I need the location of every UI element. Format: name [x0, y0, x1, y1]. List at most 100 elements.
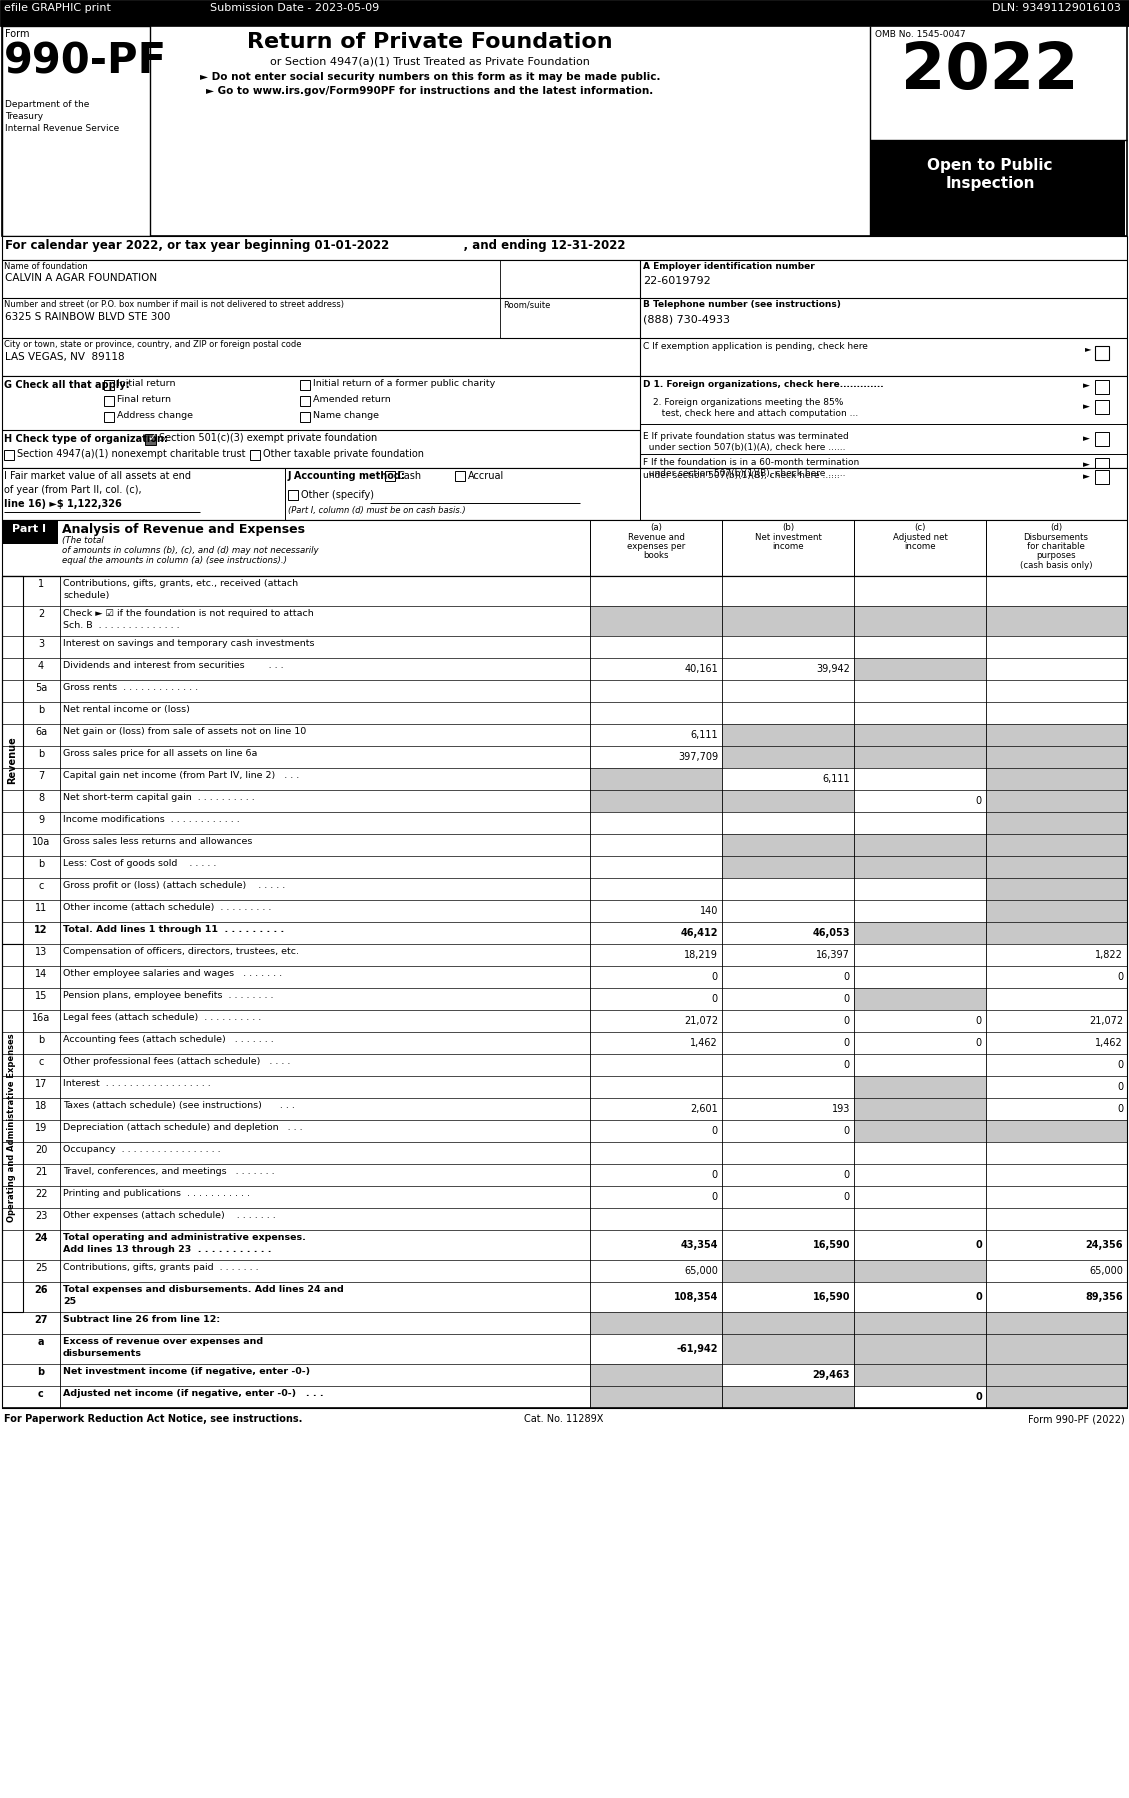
Bar	[854, 966, 986, 987]
Bar	[60, 1313, 590, 1334]
Text: Compensation of officers, directors, trustees, etc.: Compensation of officers, directors, tru…	[63, 948, 299, 957]
Text: Interest  . . . . . . . . . . . . . . . . . .: Interest . . . . . . . . . . . . . . . .…	[63, 1079, 211, 1088]
Bar	[986, 877, 1127, 901]
Bar	[60, 768, 590, 789]
Text: Total operating and administrative expenses.: Total operating and administrative expen…	[63, 1233, 306, 1242]
Text: 7: 7	[38, 771, 44, 780]
Bar	[723, 1010, 854, 1032]
Text: disbursements: disbursements	[63, 1348, 142, 1357]
Text: Internal Revenue Service: Internal Revenue Service	[5, 124, 120, 133]
Text: -61,942: -61,942	[676, 1343, 718, 1354]
Text: 1,822: 1,822	[1095, 949, 1123, 960]
Text: 19: 19	[35, 1124, 47, 1133]
Text: income: income	[772, 541, 804, 550]
Bar	[986, 725, 1127, 746]
Bar	[854, 856, 986, 877]
Bar	[986, 1010, 1127, 1032]
Bar	[854, 1010, 986, 1032]
Text: 1: 1	[38, 579, 44, 590]
Text: 0: 0	[712, 1170, 718, 1179]
Text: Final return: Final return	[117, 396, 170, 405]
Bar	[1095, 469, 1109, 484]
Text: (The total: (The total	[62, 536, 104, 545]
Text: 65,000: 65,000	[684, 1266, 718, 1277]
Bar	[723, 636, 854, 658]
Text: 21,072: 21,072	[1088, 1016, 1123, 1027]
Text: Form: Form	[5, 29, 29, 40]
Text: 0: 0	[1117, 1061, 1123, 1070]
Bar	[60, 1208, 590, 1230]
Text: 11: 11	[35, 903, 47, 913]
Text: Treasury: Treasury	[5, 111, 43, 120]
Bar	[854, 636, 986, 658]
Bar	[590, 834, 723, 856]
Text: Occupancy  . . . . . . . . . . . . . . . . .: Occupancy . . . . . . . . . . . . . . . …	[63, 1145, 220, 1154]
Bar	[986, 680, 1127, 701]
Bar	[723, 944, 854, 966]
Bar	[854, 1075, 986, 1099]
Text: Gross profit or (loss) (attach schedule)    . . . . .: Gross profit or (loss) (attach schedule)…	[63, 881, 286, 890]
Text: 0: 0	[1117, 973, 1123, 982]
Text: of amounts in columns (b), (c), and (d) may not necessarily: of amounts in columns (b), (c), and (d) …	[62, 547, 318, 556]
Bar	[250, 450, 260, 460]
Bar	[590, 1142, 723, 1163]
Text: b: b	[38, 750, 44, 759]
Bar	[590, 856, 723, 877]
Text: 6a: 6a	[35, 726, 47, 737]
Bar	[60, 1163, 590, 1187]
Bar	[854, 1282, 986, 1313]
Text: Room/suite: Room/suite	[504, 300, 550, 309]
Bar	[590, 658, 723, 680]
Text: Name change: Name change	[313, 412, 379, 421]
Text: expenses per: expenses per	[627, 541, 685, 550]
Bar	[60, 1365, 590, 1386]
Bar	[986, 746, 1127, 768]
Bar	[1095, 379, 1109, 394]
Text: Accounting fees (attach schedule)   . . . . . . .: Accounting fees (attach schedule) . . . …	[63, 1036, 273, 1045]
Bar	[723, 658, 854, 680]
Text: 0: 0	[1117, 1082, 1123, 1091]
Text: under section 507(b)(1)(A), check here ......: under section 507(b)(1)(A), check here .…	[644, 442, 846, 451]
Text: (888) 730-4933: (888) 730-4933	[644, 315, 730, 324]
Text: Operating and Administrative Expenses: Operating and Administrative Expenses	[8, 1034, 17, 1223]
Text: 0: 0	[975, 797, 982, 806]
Text: 21,072: 21,072	[684, 1016, 718, 1027]
Text: 4: 4	[38, 662, 44, 671]
Text: 10a: 10a	[32, 838, 50, 847]
Text: 0: 0	[843, 1016, 850, 1027]
Bar	[2, 261, 1127, 376]
Text: Revenue and: Revenue and	[628, 532, 684, 541]
Text: 40,161: 40,161	[684, 663, 718, 674]
Bar	[60, 1075, 590, 1099]
Bar	[723, 725, 854, 746]
Text: OMB No. 1545-0047: OMB No. 1545-0047	[875, 31, 965, 40]
Bar	[5, 450, 14, 460]
Bar	[590, 1099, 723, 1120]
Text: c: c	[38, 1390, 44, 1399]
Text: Contributions, gifts, grants, etc., received (attach: Contributions, gifts, grants, etc., rece…	[63, 579, 298, 588]
Bar	[723, 877, 854, 901]
Text: 25: 25	[35, 1262, 47, 1273]
Bar	[986, 1099, 1127, 1120]
Bar	[854, 1032, 986, 1054]
Bar	[60, 813, 590, 834]
Bar	[723, 1099, 854, 1120]
Bar	[986, 789, 1127, 813]
Bar	[455, 471, 465, 482]
Text: 2022: 2022	[901, 40, 1078, 102]
Bar	[854, 606, 986, 636]
Text: Section 501(c)(3) exempt private foundation: Section 501(c)(3) exempt private foundat…	[159, 433, 377, 442]
Text: 0: 0	[843, 1037, 850, 1048]
Bar	[60, 922, 590, 944]
Bar	[854, 1260, 986, 1282]
Bar	[723, 1208, 854, 1230]
Bar	[590, 575, 723, 606]
Bar	[2, 575, 23, 944]
Bar	[60, 1120, 590, 1142]
Text: 39,942: 39,942	[816, 663, 850, 674]
Text: 0: 0	[712, 1192, 718, 1203]
Bar	[723, 922, 854, 944]
Bar	[723, 1142, 854, 1163]
Bar	[2, 236, 1127, 261]
Text: 29,463: 29,463	[813, 1370, 850, 1381]
